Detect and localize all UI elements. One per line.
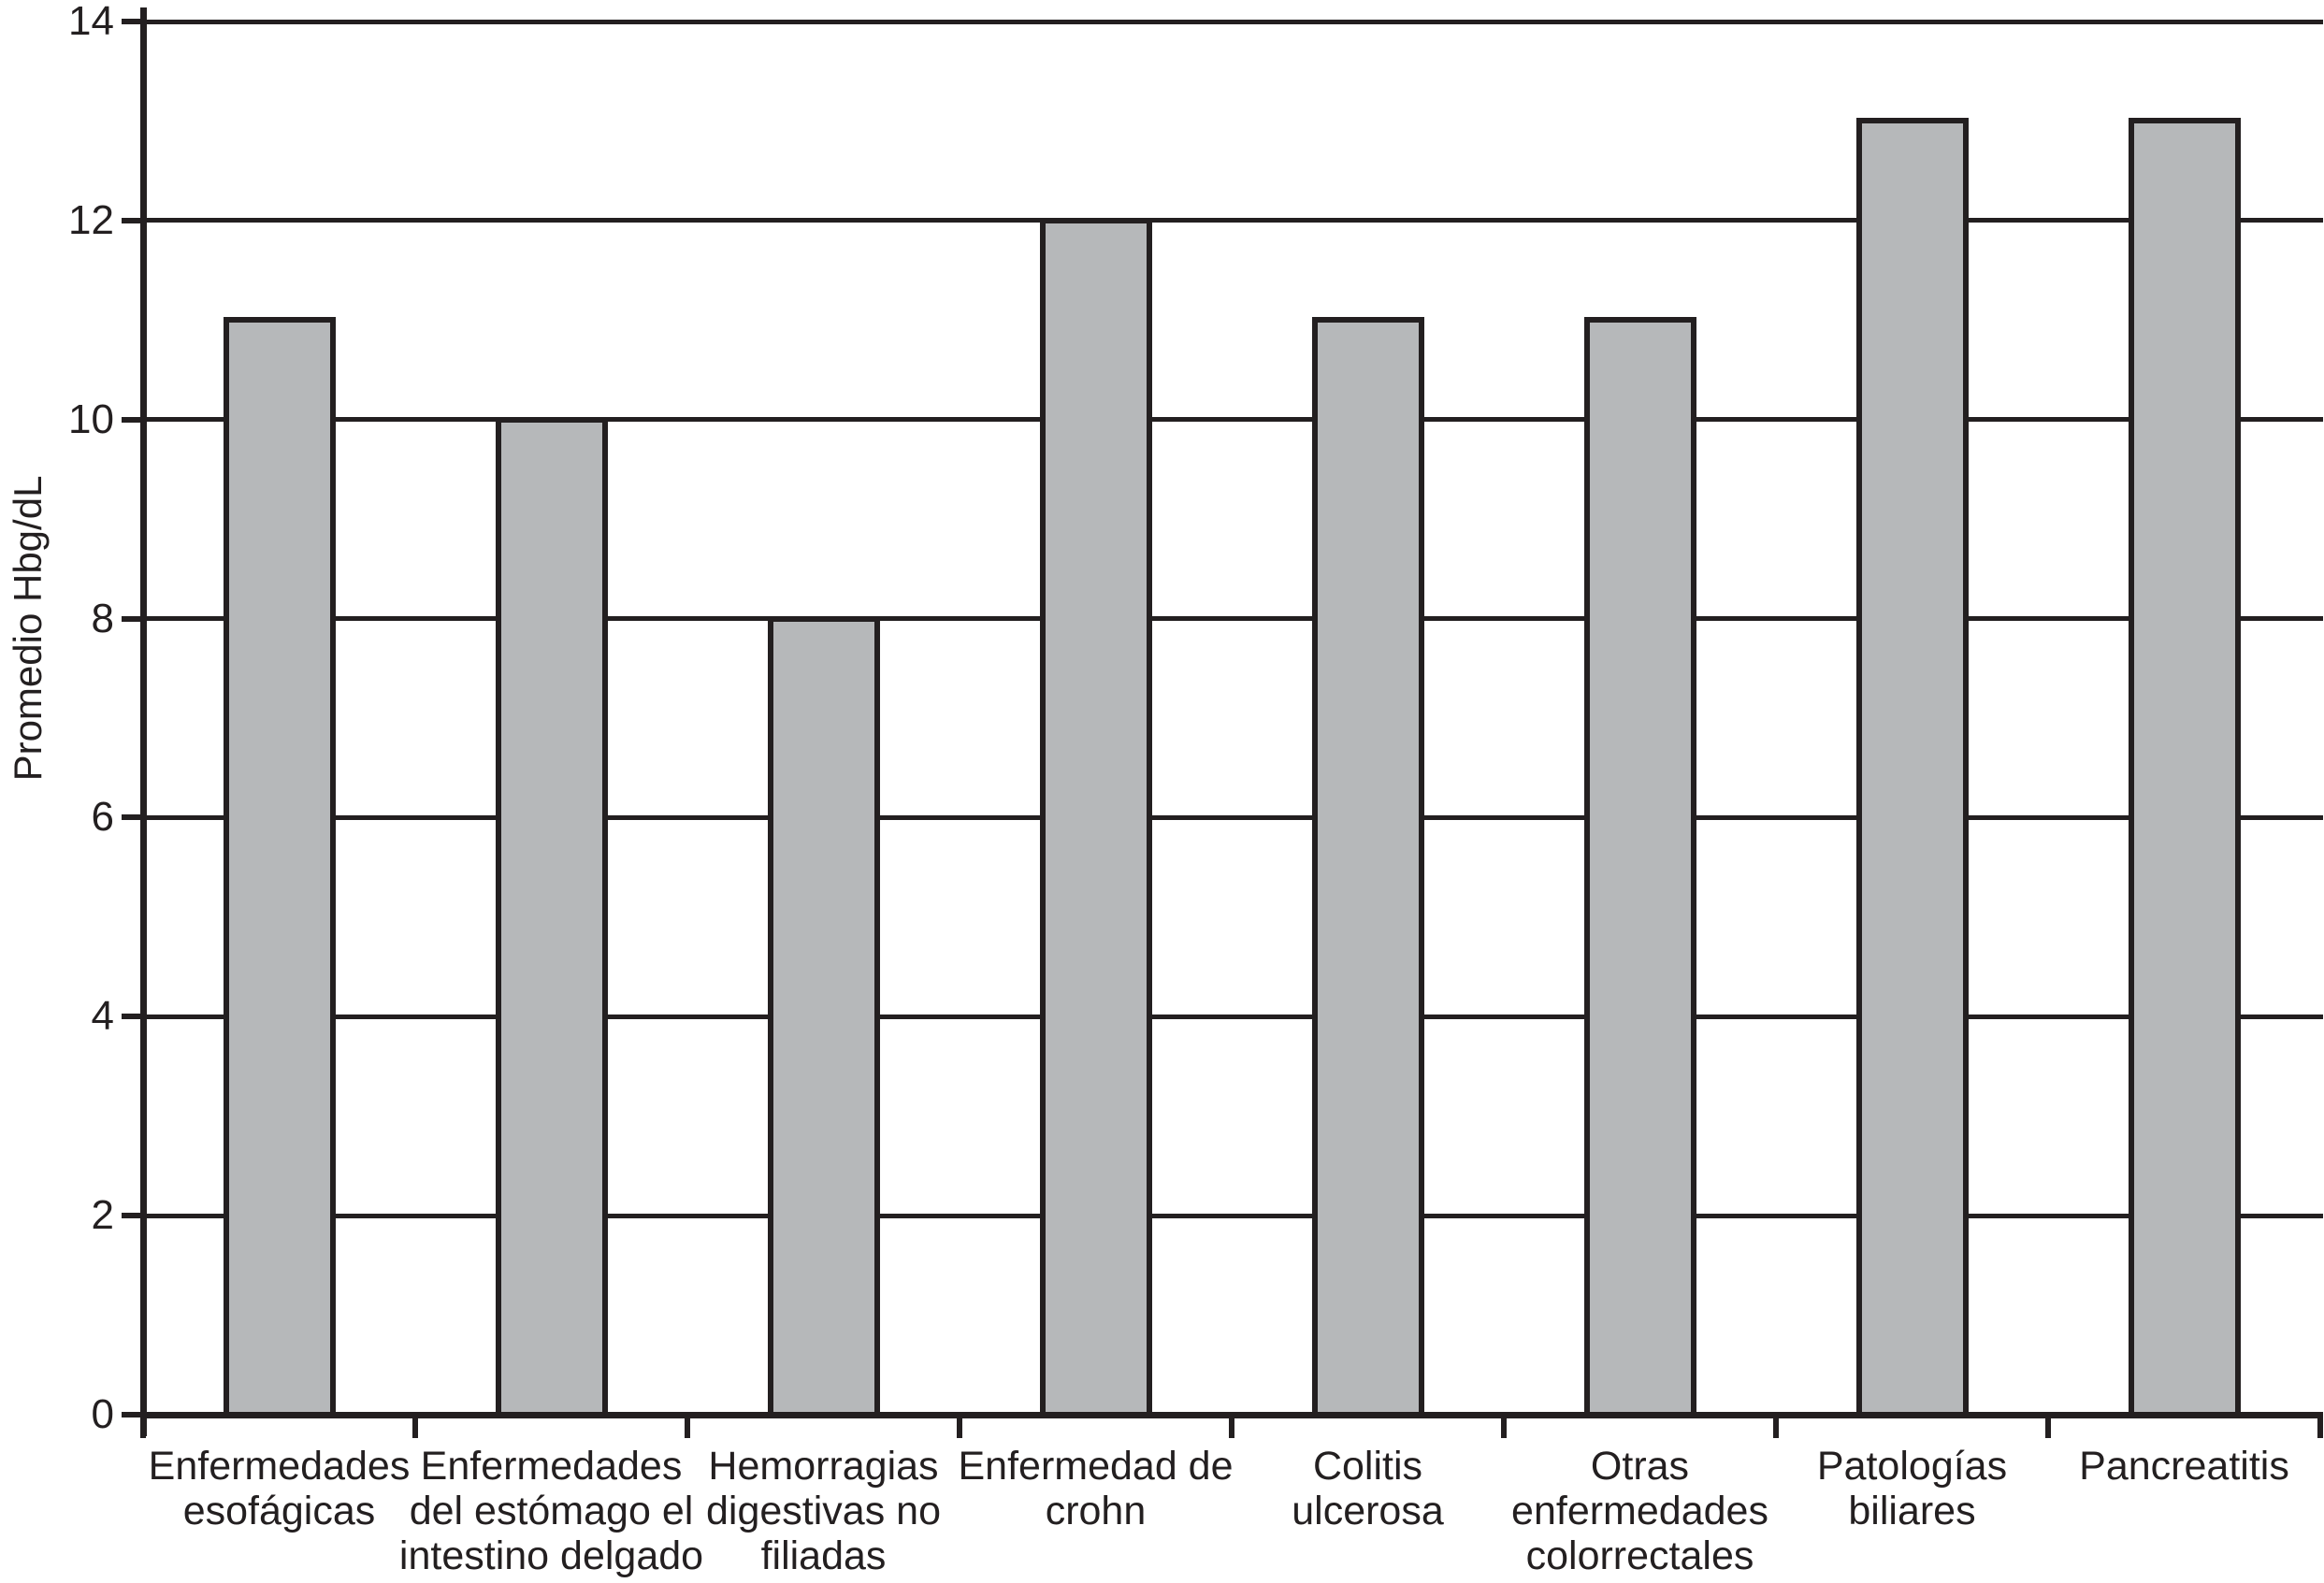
gridline-y-8 [143,616,2323,622]
y-tick-label-6: 6 [91,794,114,841]
y-tick-label-2: 2 [91,1192,114,1239]
x-axis-tick-8 [2317,1412,2323,1438]
gridline-y-2 [143,1213,2323,1218]
x-axis-tick-6 [1773,1412,1779,1438]
x-axis-tick-7 [2045,1412,2051,1438]
bar-3 [767,615,880,1418]
gridline-y-6 [143,814,2323,820]
bar-4 [1039,217,1152,1418]
gridline-y-14 [143,19,2323,24]
x-category-label-2: Enfermedades del estómago el intestino d… [398,1444,704,1578]
bar-5 [1311,317,1424,1418]
bar-8 [2128,118,2241,1418]
x-category-label-4: Enfermedad de crohn [958,1444,1234,1533]
bar-6 [1583,317,1696,1418]
x-category-label-8: Pancreatitis [2079,1444,2289,1489]
x-axis-tick-5 [1501,1412,1507,1438]
y-tick-label-4: 4 [91,993,114,1040]
y-axis-tick-2 [122,1213,143,1219]
x-category-label-1: Enfermedades esofágicas [148,1444,411,1533]
bar-7 [1855,118,1969,1418]
gridline-y-4 [143,1014,2323,1019]
y-tick-label-8: 8 [91,595,114,641]
gridline-y-10 [143,417,2323,423]
x-axis-tick-2 [685,1412,690,1438]
x-category-label-6: Otras enfermedades colorrectales [1511,1444,1768,1578]
y-axis-tick-14 [122,19,143,24]
y-axis-line [139,7,147,1436]
bar-2 [495,416,608,1418]
y-tick-label-14: 14 [68,0,114,44]
x-category-label-7: Patologías biliares [1816,1444,2008,1533]
gridline-y-12 [143,218,2323,223]
y-axis-tick-4 [122,1014,143,1020]
bar-1 [223,317,336,1418]
y-axis-tick-12 [122,217,143,223]
y-axis-tick-8 [122,615,143,622]
y-axis-tick-10 [122,416,143,423]
x-category-label-5: Colitis ulcerosa [1292,1444,1444,1533]
y-tick-label-10: 10 [68,396,114,442]
y-axis-tick-6 [122,814,143,821]
x-axis-tick-3 [957,1412,962,1438]
y-tick-label-0: 0 [91,1391,114,1437]
x-axis-tick-4 [1229,1412,1234,1438]
y-axis-tick-0 [122,1412,143,1418]
x-category-label-3: Hemorragias digestivas no filiadas [706,1444,941,1578]
y-tick-label-12: 12 [68,196,114,243]
x-axis-tick-1 [412,1412,418,1438]
